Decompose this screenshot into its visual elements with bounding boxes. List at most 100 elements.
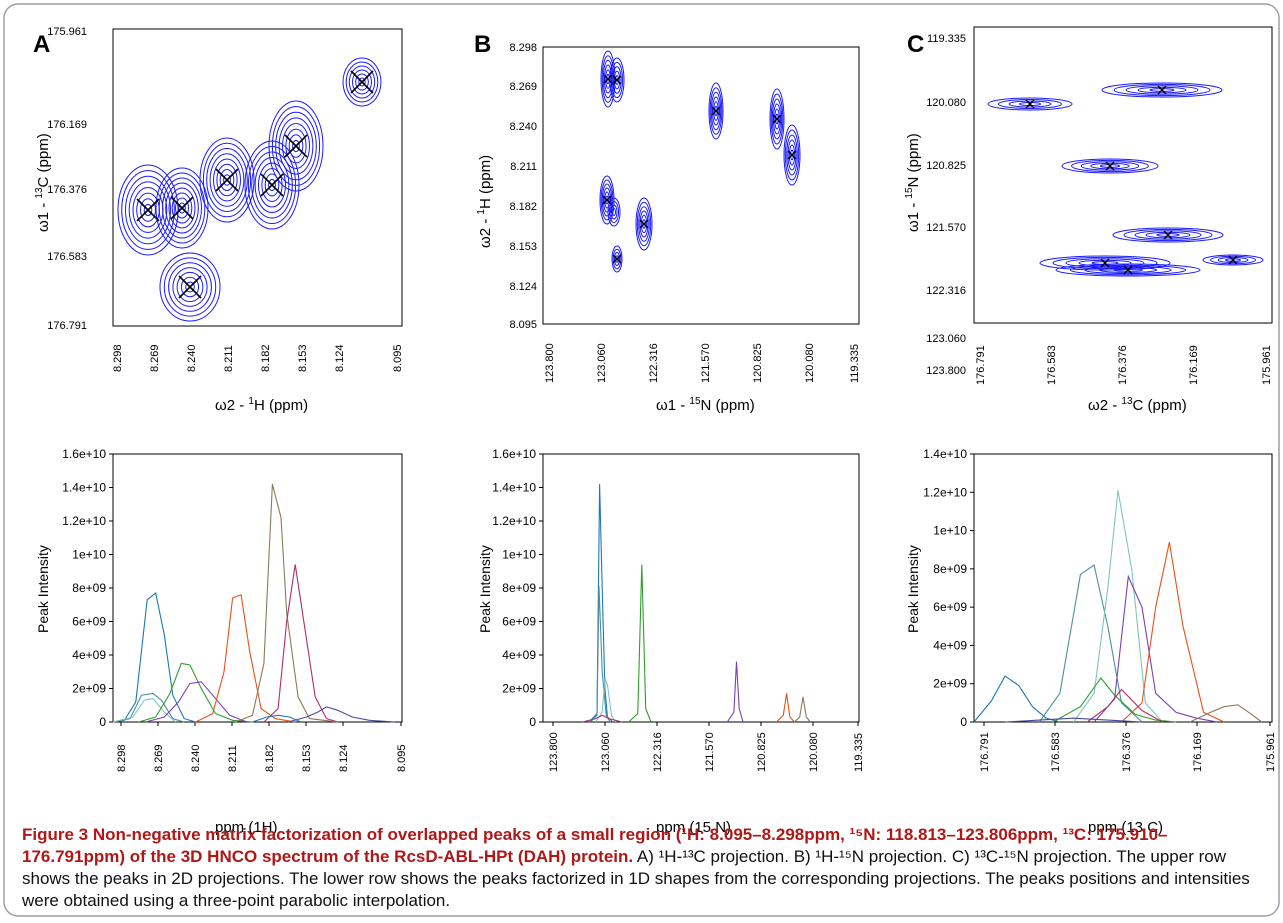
series-line-9 [287,706,395,723]
contour-ring [713,101,719,121]
contour-ring [125,175,171,245]
contour-ring [769,88,785,150]
peak-mark [639,219,649,229]
x-tick-label: 8.269 [153,744,165,772]
series-line-5 [726,661,744,723]
y-tick-label: 8.298 [509,42,537,54]
y-tick-label: 2e+09 [933,677,967,691]
contour-ring [1090,162,1130,170]
contour-ring [209,153,245,207]
peak-mark [603,74,613,84]
figure-border [3,3,1280,917]
panel-b-2d: 8.298 8.269 8.240 8.211 8.182 8.153 8.12… [476,42,861,414]
x-tick-label: 8.153 [301,744,313,772]
contour-ring [1125,85,1199,95]
contour-ring [199,137,255,223]
peak-mark [260,173,284,197]
x-tick-label: 176.583 [1046,345,1058,385]
y-axis-title: Peak Intensity [35,545,51,633]
peak-marks-c [1025,85,1238,275]
peak-mark [1100,258,1110,268]
contour-ring [1149,88,1175,92]
peak-mark [136,198,160,222]
x-tick-label: 8.298 [112,344,124,372]
contour-ring [714,105,718,117]
x-tick-label: 8.240 [186,344,198,372]
plot-frame [112,28,403,327]
contour-ring [1113,83,1211,97]
y-ticks-a: 175.961 176.169 176.376 176.583 176.791 [47,26,87,332]
contour-ring [1202,254,1264,266]
x-tick-label: 120.080 [808,732,820,772]
x-ticks-c: 176.791 176.583 176.376 176.169 175.961 [975,345,1273,385]
peak-marks-b [602,74,797,264]
contour-ring [708,82,724,140]
series-line-4 [1052,677,1177,723]
contour-ring [636,201,652,247]
y-tick-label: 6e+09 [72,615,106,629]
contour-ring [786,134,798,176]
contour-ring [271,106,321,186]
contour-ring [282,123,310,169]
x-tick-label: 176.583 [1050,732,1062,772]
y-axis-title-b: ω2 - 1H (ppm) [476,155,494,248]
plot-frame [973,26,1273,324]
peak-mark [1025,99,1035,109]
y-tick-label: 2e+09 [72,682,106,696]
y-tick-label: 8.124 [509,281,537,293]
contour-ring [143,203,153,217]
chart-a-1d: 0 2e+09 4e+09 6e+09 8e+09 1e+10 1.2e+10 1.4e+10… [35,447,408,836]
x-tick-label: 8.298 [116,744,128,772]
contour-ring [1210,255,1256,265]
x-tick-label: 123.060 [596,343,608,383]
contour-ring [998,99,1062,109]
panel-a-2d: 175.961 176.169 176.376 176.583 176.791 … [34,26,404,414]
contour-ring [642,219,646,229]
contour-ring [213,158,241,202]
contour-ring [219,169,235,191]
y-tick-label: 8.182 [509,201,537,213]
y-tick-label: 1.4e+10 [492,481,536,495]
x-tick-label: 119.335 [853,733,865,772]
y-tick-label: 176.583 [47,251,87,263]
contour-ring [600,179,614,221]
series-line-7 [794,696,811,723]
x-tick-label: 176.791 [979,732,991,772]
y-tick-label: 8.269 [509,81,537,93]
contour-ring [342,57,382,107]
series-line-8 [263,564,339,723]
contour-ring [1113,268,1143,272]
contour-ring [345,61,379,103]
plot-frame [542,453,860,723]
series-line-5 [1093,574,1218,723]
contour-ring [163,257,217,317]
panel-letter-a: A [33,31,50,58]
x-tick-label: 120.825 [756,732,768,772]
contour-ring [635,197,653,251]
contour-ring [278,117,314,175]
y-tick-label: 8.095 [509,319,537,331]
contour-ring [604,191,610,209]
y-tick-label: 175.961 [47,26,87,38]
y-tick-label: 122.316 [926,285,966,297]
y-tick-label: 120.080 [926,97,966,109]
y-tick-label: 1.2e+10 [923,485,967,499]
series-line-6 [776,693,795,723]
contour-ring [121,170,175,250]
x-tick-label: 176.376 [1117,345,1129,385]
contour-ring [790,149,794,161]
contour-ring [1112,227,1224,243]
x-axis-title-b: ω1 - 15N (ppm) [656,396,755,414]
contour-ring [117,164,179,256]
contours-a [117,57,382,322]
contour-ring [206,148,248,212]
x-tick-label: 176.169 [1192,732,1204,772]
contour-ring [1061,158,1159,174]
contour-ring [352,69,372,95]
contour-ring [172,267,208,307]
contour-ring [285,128,307,164]
contour-ring [185,281,195,293]
y-tick-label: 176.791 [47,320,87,332]
chart-c-1d: 0 2e+09 4e+09 6e+09 8e+09 1e+10 1.2e+10 1.4e+10… [905,447,1277,836]
peak-mark [284,134,308,158]
